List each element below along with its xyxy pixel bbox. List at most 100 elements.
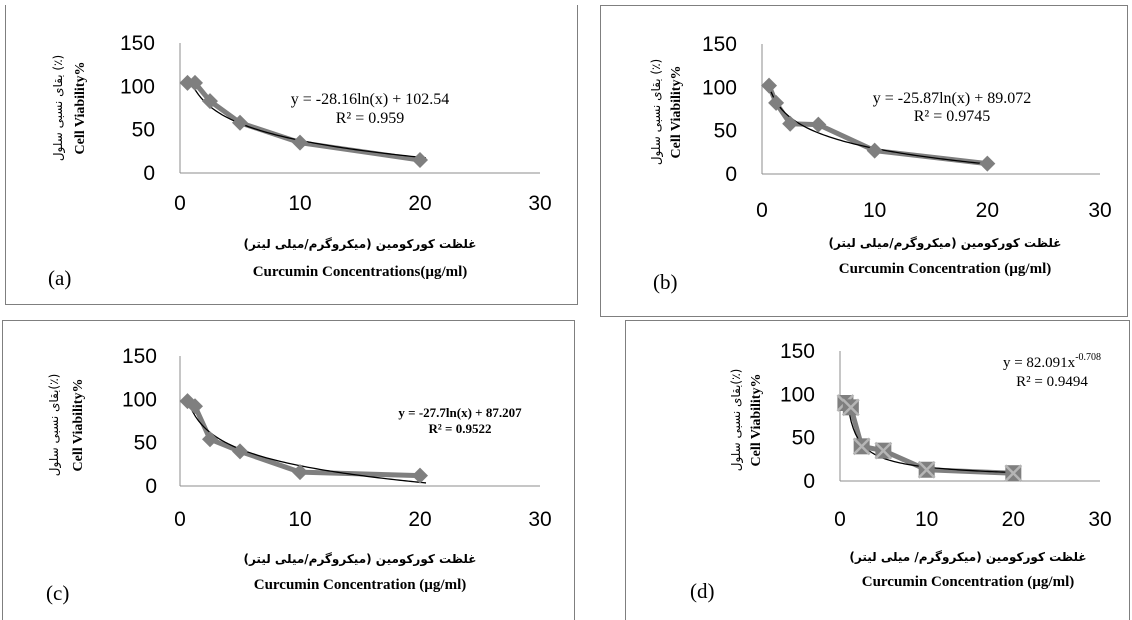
panel-b-data-point: [768, 94, 785, 111]
panel-a-y-tick-label: 50: [132, 119, 155, 142]
panel-d-y-tick-label: 150: [780, 340, 815, 363]
panel-d-x-tick-label: 20: [1002, 508, 1025, 531]
panel-b-y-axis-label-en: Cell Viability%: [669, 66, 684, 159]
panel-a-y-axis-label-fa: بقای نسبی سلول (٪): [51, 55, 66, 161]
panel-a-trendline: [189, 78, 427, 159]
panel-a-x-tick-label: 20: [408, 192, 431, 215]
panel-c-x-axis-label-fa: غلظت کورکومین (میکروگرم/میلی لیتر): [243, 552, 476, 567]
panel-a-y-tick-label: 150: [120, 32, 155, 55]
panel-c-x-tick-label: 10: [288, 508, 311, 531]
panel-c-y-tick-label: 50: [134, 432, 157, 455]
panel-c-y-axis-label-fa: بقای نسبی سلول(٪): [47, 374, 62, 477]
panel-a-data-point: [202, 93, 218, 110]
panel-b-label: (b): [653, 270, 678, 294]
panel-b-data-point: [810, 116, 827, 133]
panel-d-data-point-cross: [852, 437, 871, 456]
panel-d-data-point-cross: [1004, 464, 1023, 483]
panel-b-y-tick-label: 50: [714, 120, 737, 143]
panel-b-chart: 0 50 100 150 0 10 20 30 بقای نسبی سلول (٪) Cell V…: [649, 33, 1112, 294]
panel-b-y-axis-label-fa: بقای نسبی سلول (٪): [649, 59, 664, 165]
panel-a-frame: [5, 5, 578, 305]
panel-c-x-tick-label: 0: [174, 508, 186, 531]
panel-b-r-squared: R² = 0.9745: [914, 108, 991, 125]
panel-d-data-point: [852, 437, 871, 456]
panel-a-y-tick-label: 100: [120, 75, 155, 98]
panel-a-trend-equation: y = -28.16ln(x) + 102.54: [291, 91, 449, 108]
panel-c-data-point: [232, 443, 248, 460]
panel-d-x-axis-label-fa: غلظت کورکومین (میکروگرم/ میلی لیتر): [849, 550, 1086, 565]
panel-b-data-point: [761, 77, 778, 94]
panel-a-x-tick-label: 10: [288, 192, 311, 215]
panel-c-x-tick-label: 30: [528, 508, 551, 531]
panel-a-r-squared: R² = 0.959: [336, 110, 405, 127]
panel-c-chart: 0 50 100 150 0 10 20 30 بقای نسبی سلول(٪) Cell Vi…: [46, 345, 552, 605]
panel-d-trendline: [846, 397, 1018, 474]
panel-a-y-tick-label: 0: [143, 162, 155, 185]
panel-c-data-point: [292, 464, 308, 481]
panel-a-chart: 0 50 100 150 0 10 20 30 بقای نسبی سلول (٪) Cell V…: [48, 32, 552, 290]
panel-d-x-tick-label: 30: [1088, 508, 1111, 531]
panel-d-data-point-cross: [874, 441, 893, 460]
panel-d-trend-equation-base: y = 82.091x: [1003, 355, 1076, 371]
panel-b-x-tick-label: 10: [863, 199, 886, 222]
panel-b-data-point: [979, 155, 996, 172]
panel-d-x-axis-label-en: Curcumin Concentration (µg/ml): [862, 574, 1075, 590]
panel-d-data-point: [917, 460, 936, 479]
panel-a-data-point: [232, 114, 248, 131]
panel-d-x-tick-label: 0: [834, 508, 846, 531]
panel-b-frame: [600, 5, 1128, 317]
panel-a-y-axis-label-en: Cell Viability%: [73, 62, 88, 155]
panel-b-x-tick-label: 20: [976, 199, 999, 222]
panel-a-label: (a): [48, 266, 71, 290]
panel-d-data-point: [841, 398, 860, 417]
panel-b-y-tick-label: 100: [702, 76, 737, 99]
panel-c-data-point: [202, 431, 218, 448]
panel-b-data-point: [782, 115, 799, 132]
panel-c-x-tick-label: 20: [408, 508, 431, 531]
panel-d-x-tick-label: 10: [915, 508, 938, 531]
panel-b-x-axis-label-en: Curcumin Concentration (µg/ml): [839, 261, 1052, 277]
panel-b-x-tick-label: 30: [1088, 199, 1111, 222]
panel-d-data-point-cross: [917, 460, 936, 479]
panel-d-label: (d): [690, 579, 715, 603]
panel-a-x-tick-label: 0: [174, 192, 186, 215]
panel-b-y-tick-label: 150: [702, 33, 737, 56]
panel-c-y-axis-label-en: Cell Viability%: [71, 379, 86, 472]
panel-a-x-tick-label: 30: [528, 192, 551, 215]
panel-c-series-line: [185, 398, 423, 479]
panel-d-y-tick-label: 0: [803, 470, 815, 493]
panel-c-x-axis-label-en: Curcumin Concentration (µg/ml): [254, 577, 467, 593]
panel-d-data-point: [1004, 464, 1023, 483]
panel-d-chart: 0 50 100 150 0 10 20 30 بقای نسبی سلول(٪) Cell Vi…: [690, 340, 1112, 603]
panel-a-data-point: [292, 134, 308, 151]
panel-a-data-point: [187, 74, 203, 91]
panel-c-r-squared: R² = 0.9522: [429, 421, 492, 436]
panel-c-y-tick-label: 0: [145, 475, 157, 498]
panel-d-y-axis-label-fa: بقای نسبی سلول(٪): [729, 369, 744, 472]
panel-a-x-axis-label-fa: غلظت کورکومین (میکروگرم/میلی لیتر): [243, 237, 476, 252]
panel-b-trend-equation: y = -25.87ln(x) + 89.072: [873, 90, 1031, 107]
panel-b-trendline: [770, 91, 994, 166]
panel-b-x-tick-label: 0: [756, 199, 768, 222]
panel-d-data-point-cross: [841, 398, 860, 417]
panel-d-r-squared: R² = 0.9494: [1016, 374, 1088, 390]
panel-c-y-tick-label: 150: [122, 345, 157, 368]
panel-a-data-point: [412, 152, 428, 168]
panel-d-trend-equation-exponent: -0.708: [1075, 352, 1101, 363]
panel-d-y-axis-label-en: Cell Viability%: [749, 374, 764, 467]
panel-d-frame: [625, 320, 1130, 620]
panel-b-y-tick-label: 0: [725, 163, 737, 186]
panel-b-x-axis-label-fa: غلظت کورکومین (میکروگرم/میلی لیتر): [828, 236, 1061, 251]
panel-b-data-point: [866, 142, 883, 159]
panel-c-data-point: [187, 398, 203, 415]
panel-c-y-tick-label: 100: [122, 388, 157, 411]
panel-d-trend-equation: y = 82.091x-0.708: [1003, 352, 1101, 371]
panel-d-y-tick-label: 50: [792, 427, 815, 450]
panel-c-label: (c): [46, 581, 69, 605]
panel-c-trend-equation: y = -27.7ln(x) + 87.207: [398, 405, 522, 420]
panel-c-data-point: [412, 467, 428, 484]
panel-c-frame: [2, 320, 575, 620]
panel-d-data-point: [874, 441, 893, 460]
panel-a-x-axis-label-en: Curcumin Concentrations(µg/ml): [253, 264, 468, 280]
